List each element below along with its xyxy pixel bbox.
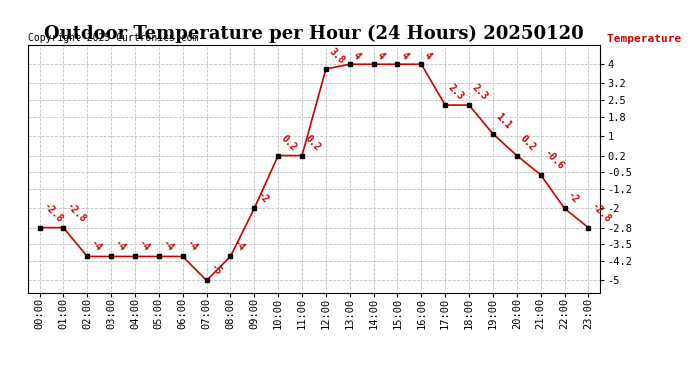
Text: 4: 4 xyxy=(375,50,386,62)
Text: -2: -2 xyxy=(255,190,271,206)
Text: 2.3: 2.3 xyxy=(471,82,490,102)
Text: 0.2: 0.2 xyxy=(303,133,323,153)
Text: 3.8: 3.8 xyxy=(327,46,346,66)
Text: 0.2: 0.2 xyxy=(518,133,538,153)
Title: Outdoor Temperature per Hour (24 Hours) 20250120: Outdoor Temperature per Hour (24 Hours) … xyxy=(44,25,584,44)
Text: -0.6: -0.6 xyxy=(542,148,566,172)
Text: -2.8: -2.8 xyxy=(41,201,64,225)
Text: -4: -4 xyxy=(160,238,175,254)
Text: 4: 4 xyxy=(399,50,410,62)
Text: 2.3: 2.3 xyxy=(446,82,466,102)
Text: 0.2: 0.2 xyxy=(279,133,299,153)
Text: Copyright 2025 Curtronics.com: Copyright 2025 Curtronics.com xyxy=(28,33,198,42)
Text: -2.8: -2.8 xyxy=(65,201,88,225)
Text: 1.1: 1.1 xyxy=(494,111,513,131)
Text: -2: -2 xyxy=(566,190,581,206)
Text: 4: 4 xyxy=(351,50,362,62)
Text: -4: -4 xyxy=(136,238,152,254)
Text: -5: -5 xyxy=(208,262,223,278)
Text: -4: -4 xyxy=(184,238,199,254)
Text: Temperature (°F): Temperature (°F) xyxy=(607,34,690,44)
Text: -4: -4 xyxy=(232,238,247,254)
Text: -2.8: -2.8 xyxy=(589,201,613,225)
Text: -4: -4 xyxy=(88,238,104,254)
Text: -4: -4 xyxy=(112,238,128,254)
Text: 4: 4 xyxy=(422,50,434,62)
